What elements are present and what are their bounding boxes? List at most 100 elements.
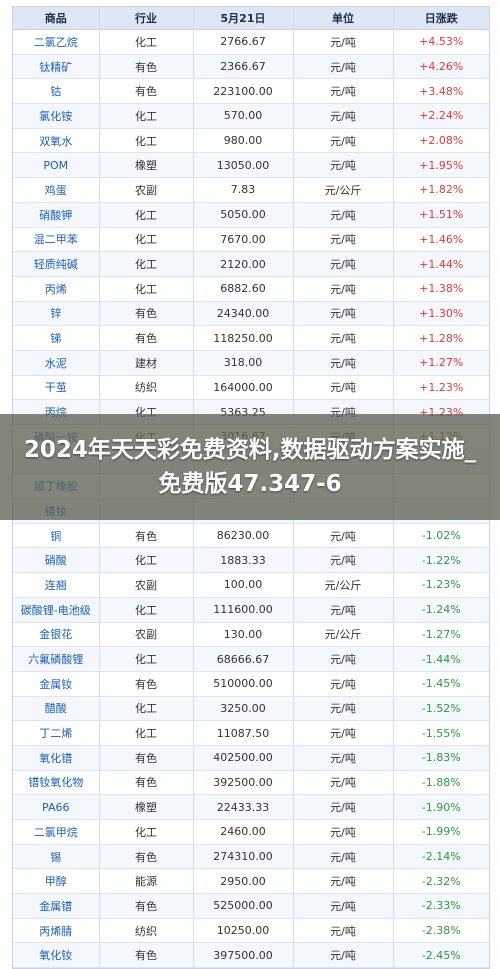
price-cell: 7670.00 xyxy=(193,227,294,253)
table-row: 金银花 农副 130.00 元/公斤 -1.27% xyxy=(13,622,489,648)
commodity-name-cell: 镨钕氧化物 xyxy=(13,770,100,796)
unit-cell: 元/吨 xyxy=(293,770,394,796)
commodity-name-cell: 丙烯腈 xyxy=(13,918,100,944)
industry-cell: 化工 xyxy=(99,547,194,574)
industry-cell: 化工 xyxy=(99,251,194,277)
industry-cell: 有色 xyxy=(99,301,194,327)
change-cell: -1.23% xyxy=(393,572,489,598)
table-row: 镨钕氧化物 有色 392500.00 元/吨 -1.88% xyxy=(13,770,489,796)
change-cell: -1.90% xyxy=(393,794,489,820)
unit-cell: 元/公斤 xyxy=(293,177,394,203)
unit-cell: 元/吨 xyxy=(293,29,394,55)
commodity-name-cell: 连翘 xyxy=(13,572,100,598)
table-row: 二氯甲烷 化工 2460.00 元/吨 -1.99% xyxy=(13,819,489,845)
change-cell: -1.22% xyxy=(393,547,489,574)
table-row: 锌有色 24340.00 元/吨 +1.30% xyxy=(13,301,489,327)
industry-cell: 有色 xyxy=(99,54,194,80)
commodity-name-cell: 硝酸 xyxy=(13,547,100,574)
change-cell: -1.88% xyxy=(393,770,489,796)
commodity-name-cell: 金属镨 xyxy=(13,893,100,919)
industry-cell: 农副 xyxy=(99,177,194,203)
industry-cell: 有色 xyxy=(99,523,194,549)
industry-cell: 化工 xyxy=(99,720,194,746)
overlay-banner: 2024年天天彩免费资料,数据驱动方案实施_免费版47.347-6 xyxy=(0,414,500,520)
unit-cell: 元/吨 xyxy=(293,251,394,277)
unit-cell: 元/吨 xyxy=(293,893,394,919)
price-cell: 397500.00 xyxy=(193,942,294,969)
table-row: 二氯乙烷 化工 2766.67 元/吨 +4.53% xyxy=(13,29,489,55)
price-cell: 118250.00 xyxy=(193,325,294,351)
industry-cell: 有色 xyxy=(99,671,194,697)
price-cell: 68666.67 xyxy=(193,646,294,672)
change-cell: +4.53% xyxy=(393,29,489,55)
price-cell: 10250.00 xyxy=(193,918,294,944)
change-cell: -1.55% xyxy=(393,720,489,746)
commodity-name-cell: PA66 xyxy=(13,794,100,820)
industry-cell: 化工 xyxy=(99,227,194,253)
change-cell: -1.02% xyxy=(393,523,489,549)
price-cell: 3250.00 xyxy=(193,696,294,722)
price-cell: 2766.67 xyxy=(193,29,294,55)
table-row: 醋酸 化工 3250.00 元/吨 -1.52% xyxy=(13,696,489,722)
change-cell: -1.27% xyxy=(393,622,489,648)
industry-cell: 化工 xyxy=(99,276,194,302)
change-cell: -2.45% xyxy=(393,942,489,969)
change-cell: +1.38% xyxy=(393,276,489,302)
header-commodity: 商品 xyxy=(13,7,100,30)
commodity-name-cell: 六氟磷酸锂 xyxy=(13,646,100,672)
industry-cell: 化工 xyxy=(99,597,194,623)
commodity-price-table: 商品 行业 5月21日 单位 日涨跌 二氯乙烷 化工 2766.67 元/吨 +4.53… xyxy=(13,7,489,969)
change-cell: +1.82% xyxy=(393,177,489,203)
change-cell: +1.95% xyxy=(393,152,489,179)
table-body: 二氯乙烷 化工 2766.67 元/吨 +4.53% 钛精矿 有色 2366.67 元/吨 +4.… xyxy=(13,29,489,969)
industry-cell: 有色 xyxy=(99,745,194,771)
banner-title: 2024年天天彩免费资料,数据驱动方案实施_免费版47.347-6 xyxy=(23,437,477,497)
industry-cell: 纺织 xyxy=(99,918,194,944)
table-row: 水泥 建材 318.00 元/吨 +1.27% xyxy=(13,350,489,376)
price-cell: 13050.00 xyxy=(193,152,294,179)
unit-cell: 元/吨 xyxy=(293,227,394,253)
table-row: 硝酸 化工 1883.33 元/吨 -1.22% xyxy=(13,547,489,574)
industry-cell: 能源 xyxy=(99,868,194,895)
unit-cell: 元/吨 xyxy=(293,350,394,376)
change-cell: +1.51% xyxy=(393,202,489,228)
commodity-name-cell: 氧化镨 xyxy=(13,745,100,771)
price-cell: 7.83 xyxy=(193,177,294,203)
table-row: 甲醇 能源 2950.00 元/吨 -2.32% xyxy=(13,868,489,895)
table-row: 丙烯 化工 6882.60 元/吨 +1.38% xyxy=(13,276,489,302)
industry-cell: 化工 xyxy=(99,696,194,722)
change-cell: -2.14% xyxy=(393,844,489,870)
commodity-name-cell: 二氯乙烷 xyxy=(13,29,100,55)
price-cell: 525000.00 xyxy=(193,893,294,919)
industry-cell: 建材 xyxy=(99,350,194,376)
table-row: 碳酸锂-电池级 化工 111600.00 元/吨 -1.24% xyxy=(13,597,489,623)
unit-cell: 元/吨 xyxy=(293,54,394,80)
table-row: 双氧水 化工 980.00 元/吨 +2.08% xyxy=(13,128,489,154)
table-row: 鸡蛋 农副 7.83 元/公斤 +1.82% xyxy=(13,177,489,203)
commodity-name-cell: 双氧水 xyxy=(13,128,100,154)
unit-cell: 元/吨 xyxy=(293,523,394,549)
unit-cell: 元/公斤 xyxy=(293,572,394,598)
change-cell: -1.52% xyxy=(393,696,489,722)
price-cell: 111600.00 xyxy=(193,597,294,623)
commodity-name-cell: 水泥 xyxy=(13,350,100,376)
unit-cell: 元/吨 xyxy=(293,844,394,870)
table-row: 干茧 纺织 164000.00 元/吨 +1.23% xyxy=(13,375,489,401)
price-cell: 24340.00 xyxy=(193,301,294,327)
table-row: POM 橡塑 13050.00 元/吨 +1.95% xyxy=(13,152,489,179)
industry-cell: 有色 xyxy=(99,844,194,870)
header-industry: 行业 xyxy=(99,7,194,30)
commodity-name-cell: 混二甲苯 xyxy=(13,227,100,253)
price-cell: 6882.60 xyxy=(193,276,294,302)
industry-cell: 化工 xyxy=(99,819,194,845)
change-cell: -2.38% xyxy=(393,918,489,944)
price-cell: 86230.00 xyxy=(193,523,294,549)
price-cell: 2120.00 xyxy=(193,251,294,277)
commodity-name-cell: 钛精矿 xyxy=(13,54,100,80)
unit-cell: 元/吨 xyxy=(293,78,394,105)
change-cell: -1.44% xyxy=(393,646,489,672)
price-cell: 11087.50 xyxy=(193,720,294,746)
commodity-name-cell: 锌 xyxy=(13,301,100,327)
commodity-name-cell: 硝酸钾 xyxy=(13,202,100,228)
industry-cell: 有色 xyxy=(99,78,194,105)
